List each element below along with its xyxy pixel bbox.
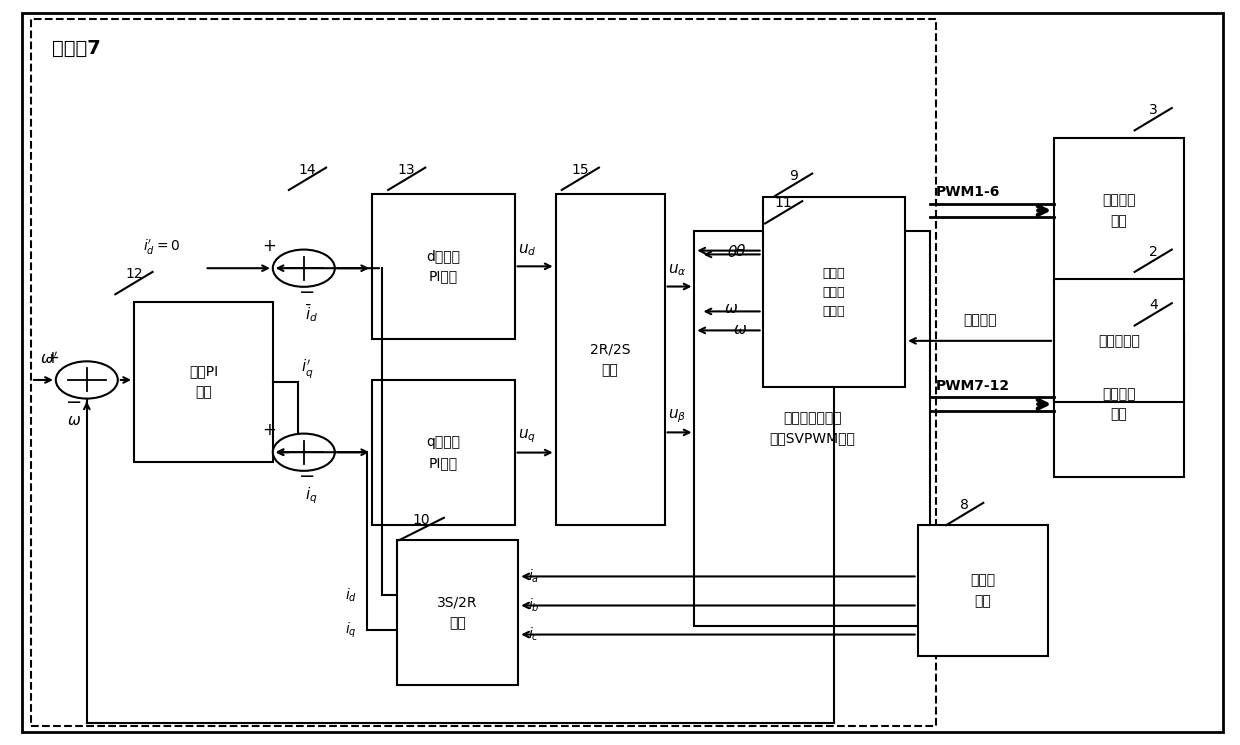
Text: 10: 10 — [413, 513, 430, 527]
Text: −: − — [299, 282, 316, 302]
Text: −: − — [299, 466, 316, 486]
Text: 12: 12 — [125, 267, 143, 281]
Text: $\bar{i}_d$: $\bar{i}_d$ — [305, 302, 317, 324]
Text: $i_c$: $i_c$ — [528, 626, 539, 643]
Text: 14: 14 — [299, 163, 316, 177]
Text: $i_a$: $i_a$ — [528, 568, 539, 585]
Text: $\omega$: $\omega$ — [724, 302, 738, 317]
Text: $i_b$: $i_b$ — [528, 597, 539, 614]
Text: 抑制零序电流的
解耦SVPWM模块: 抑制零序电流的 解耦SVPWM模块 — [769, 411, 856, 446]
Text: $\theta$: $\theta$ — [735, 243, 745, 259]
FancyBboxPatch shape — [397, 540, 518, 685]
Text: 11: 11 — [775, 197, 792, 210]
Text: $\omega'$: $\omega'$ — [40, 351, 58, 367]
Text: 9: 9 — [789, 169, 799, 183]
Text: 3: 3 — [1148, 104, 1158, 117]
FancyBboxPatch shape — [372, 380, 515, 525]
FancyBboxPatch shape — [556, 194, 665, 525]
Circle shape — [273, 434, 335, 471]
Text: $u_d$: $u_d$ — [518, 242, 536, 258]
Text: 13: 13 — [398, 163, 415, 177]
Text: 2R/2S
模块: 2R/2S 模块 — [590, 342, 630, 377]
Text: $\omega$: $\omega$ — [733, 323, 748, 337]
FancyBboxPatch shape — [1054, 138, 1184, 283]
Text: +: + — [262, 237, 277, 255]
Text: 两电平逆
变器: 两电平逆 变器 — [1102, 387, 1136, 422]
Text: d轴电流
PI模块: d轴电流 PI模块 — [427, 249, 460, 284]
Text: 4: 4 — [1148, 299, 1158, 312]
FancyBboxPatch shape — [22, 13, 1223, 732]
Text: +: + — [262, 421, 277, 439]
FancyBboxPatch shape — [763, 197, 905, 387]
Text: $\omega$: $\omega$ — [67, 413, 82, 428]
Text: −: − — [66, 393, 83, 412]
Text: $u_\alpha$: $u_\alpha$ — [668, 262, 686, 278]
Text: $i_q$: $i_q$ — [305, 485, 317, 506]
Text: PWM1-6: PWM1-6 — [936, 185, 1001, 199]
Text: +: + — [45, 349, 60, 367]
FancyBboxPatch shape — [372, 194, 515, 339]
Circle shape — [273, 250, 335, 287]
FancyBboxPatch shape — [694, 231, 930, 626]
Text: 转速PI
模块: 转速PI 模块 — [188, 364, 218, 399]
Text: $i_d$: $i_d$ — [345, 586, 357, 604]
Text: $i_d'=0$: $i_d'=0$ — [143, 238, 180, 257]
FancyBboxPatch shape — [134, 302, 273, 462]
Text: q轴电流
PI模块: q轴电流 PI模块 — [427, 435, 460, 470]
Text: 两电平逆
变器: 两电平逆 变器 — [1102, 193, 1136, 228]
Text: 位置及
速度计
算模块: 位置及 速度计 算模块 — [822, 267, 846, 318]
Text: 8: 8 — [960, 498, 970, 512]
Text: $u_q$: $u_q$ — [518, 428, 536, 445]
Text: 位置信号: 位置信号 — [962, 313, 997, 327]
Text: 15: 15 — [572, 163, 589, 177]
Circle shape — [56, 361, 118, 399]
Text: 2: 2 — [1148, 245, 1158, 259]
Text: $i_q'$: $i_q'$ — [301, 357, 314, 380]
Text: PWM7-12: PWM7-12 — [936, 378, 1011, 393]
Text: 电流传
感器: 电流传 感器 — [970, 573, 996, 608]
Text: 位置传感器: 位置传感器 — [1099, 334, 1140, 348]
Text: $i_q$: $i_q$ — [346, 621, 357, 640]
Text: $\theta$: $\theta$ — [727, 244, 738, 260]
Text: 控制器7: 控制器7 — [52, 39, 100, 58]
FancyBboxPatch shape — [1054, 279, 1184, 402]
Text: $u_\beta$: $u_\beta$ — [668, 408, 686, 425]
FancyBboxPatch shape — [918, 525, 1048, 656]
Text: 3S/2R
模块: 3S/2R 模块 — [438, 595, 477, 630]
FancyBboxPatch shape — [1054, 332, 1184, 477]
